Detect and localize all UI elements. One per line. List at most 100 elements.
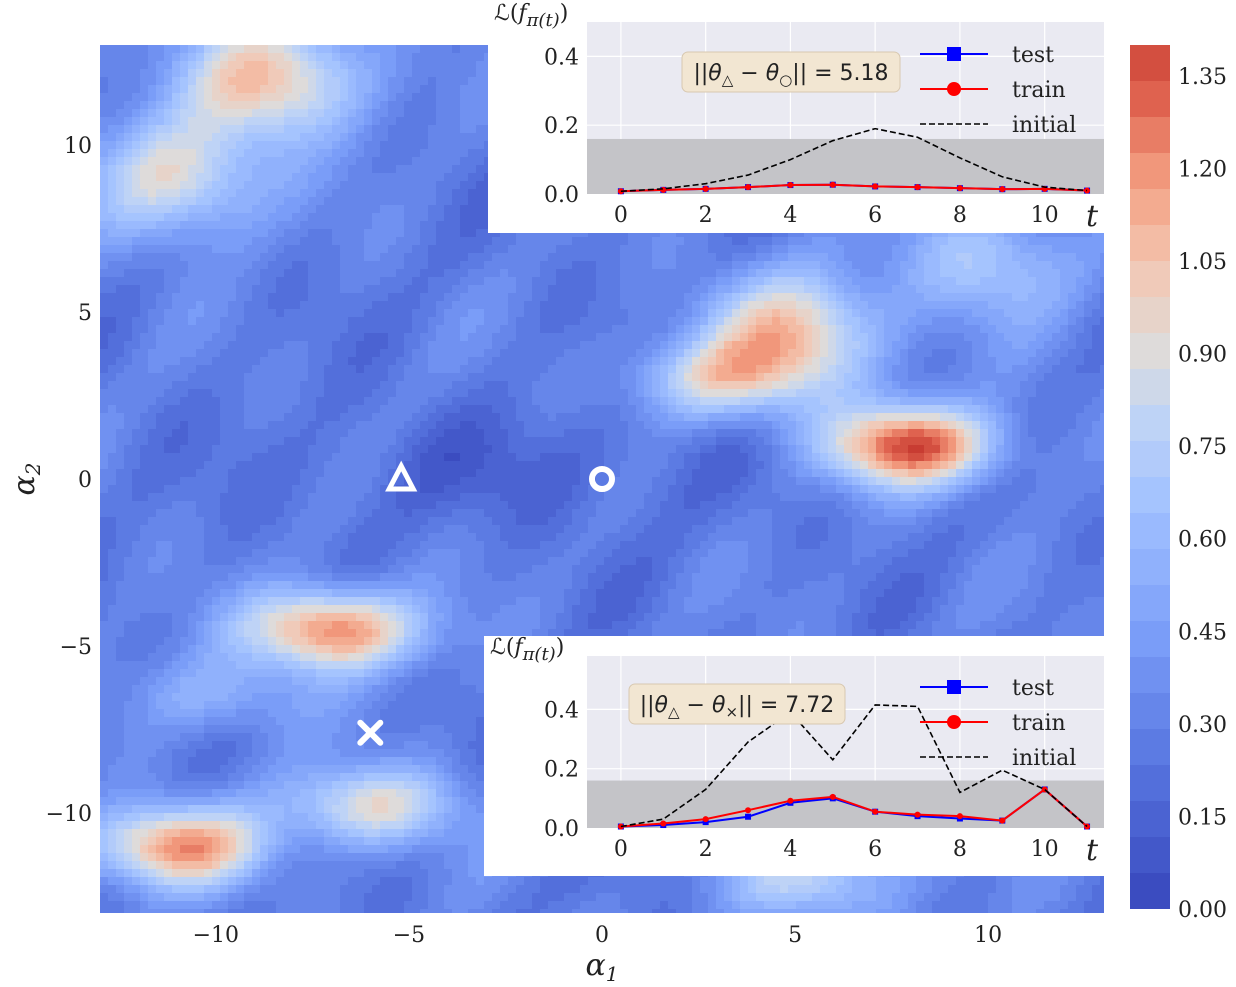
contour-cell [868, 317, 877, 326]
contour-cell [340, 45, 349, 54]
contour-cell [420, 45, 429, 54]
contour-cell [108, 309, 117, 318]
contour-cell [340, 205, 349, 214]
contour-cell [220, 165, 229, 174]
contour-cell [1028, 309, 1037, 318]
contour-cell [180, 261, 189, 270]
contour-cell [388, 125, 397, 134]
contour-cell [436, 117, 445, 126]
contour-cell [468, 229, 477, 238]
contour-cell [900, 341, 909, 350]
contour-cell [548, 261, 557, 270]
contour-cell [372, 261, 381, 270]
contour-cell [860, 229, 869, 238]
contour-cell [580, 333, 589, 342]
contour-cell [1012, 309, 1021, 318]
contour-cell [388, 229, 397, 238]
contour-cell [356, 61, 365, 70]
contour-cell [372, 269, 381, 278]
contour-cell [468, 317, 477, 326]
contour-cell [924, 349, 933, 358]
contour-cell [932, 301, 941, 310]
contour-cell [164, 269, 173, 278]
contour-cell [420, 53, 429, 62]
contour-cell [300, 69, 309, 78]
contour-cell [308, 173, 317, 182]
contour-cell [1028, 341, 1037, 350]
contour-cell [452, 189, 461, 198]
contour-cell [1044, 349, 1053, 358]
contour-cell [468, 181, 477, 190]
contour-cell [956, 349, 965, 358]
contour-cell [644, 269, 653, 278]
contour-cell [884, 277, 893, 286]
contour-cell [604, 301, 613, 310]
contour-cell [260, 61, 269, 70]
contour-cell [796, 349, 805, 358]
contour-cell [156, 325, 165, 334]
contour-cell [244, 341, 253, 350]
contour-cell [164, 229, 173, 238]
contour-cell [1100, 245, 1104, 254]
contour-cell [164, 245, 173, 254]
contour-cell [380, 117, 389, 126]
contour-cell [348, 341, 357, 350]
contour-cell [372, 341, 381, 350]
contour-cell [300, 173, 309, 182]
contour-cell [700, 277, 709, 286]
contour-cell [156, 341, 165, 350]
contour-cell [452, 61, 461, 70]
contour-cell [468, 237, 477, 246]
contour-cell [1076, 261, 1085, 270]
contour-cell [476, 293, 485, 302]
contour-cell [916, 237, 925, 246]
contour-cell [1068, 325, 1077, 334]
contour-cell [100, 301, 109, 310]
contour-cell [1012, 269, 1021, 278]
contour-cell [396, 53, 405, 62]
contour-cell [492, 293, 501, 302]
contour-cell [676, 309, 685, 318]
contour-cell [324, 253, 333, 262]
contour-cell [452, 85, 461, 94]
contour-cell [204, 293, 213, 302]
contour-cell [836, 277, 845, 286]
contour-cell [1012, 277, 1021, 286]
contour-cell [812, 341, 821, 350]
contour-cell [900, 269, 909, 278]
contour-cell [172, 101, 181, 110]
contour-cell [1092, 317, 1101, 326]
contour-cell [1044, 293, 1053, 302]
contour-cell [148, 173, 157, 182]
contour-cell [100, 61, 109, 70]
contour-cell [428, 317, 437, 326]
contour-cell [132, 157, 141, 166]
contour-cell [444, 205, 453, 214]
contour-cell [252, 309, 261, 318]
contour-cell [764, 333, 773, 342]
contour-cell [220, 317, 229, 326]
contour-cell [268, 333, 277, 342]
contour-cell [1076, 293, 1085, 302]
contour-cell [220, 93, 229, 102]
contour-cell [436, 205, 445, 214]
contour-cell [164, 333, 173, 342]
contour-cell [596, 285, 605, 294]
contour-cell [196, 61, 205, 70]
contour-cell [212, 85, 221, 94]
contour-cell [460, 109, 469, 118]
contour-cell [116, 189, 125, 198]
contour-cell [644, 261, 653, 270]
contour-cell [300, 245, 309, 254]
contour-cell [900, 237, 909, 246]
contour-cell [196, 45, 205, 54]
contour-cell [276, 157, 285, 166]
contour-cell [844, 301, 853, 310]
contour-cell [220, 309, 229, 318]
contour-cell [460, 45, 469, 54]
contour-cell [388, 165, 397, 174]
contour-cell [332, 45, 341, 54]
contour-cell [1100, 285, 1104, 294]
contour-cell [388, 101, 397, 110]
contour-cell [348, 149, 357, 158]
